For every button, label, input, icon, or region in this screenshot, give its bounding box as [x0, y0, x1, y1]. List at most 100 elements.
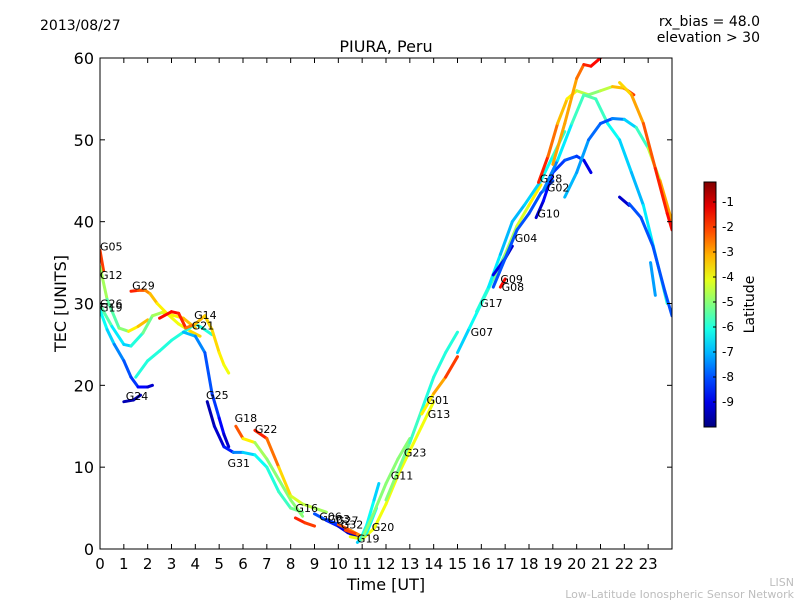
x-tick-label: 2: [143, 555, 153, 573]
series-label-g16: G16: [295, 502, 318, 515]
series-segment-G04: [527, 191, 543, 215]
series-segment-G06: [313, 512, 328, 522]
series-segment-unlabeled-32: [587, 121, 602, 142]
series-segment-G03: [324, 518, 340, 526]
series-label-g31: G31: [228, 457, 251, 470]
series-segment-G26: [150, 311, 164, 318]
series-segment-G07: [515, 203, 531, 228]
series-segment-G17: [510, 203, 526, 224]
series-segment-G20: [358, 522, 369, 543]
series-segment-unlabeled-31: [551, 121, 567, 166]
series-segment-G23: [444, 330, 459, 355]
series-label-g14: G14: [194, 309, 217, 322]
colorbar-tick-label: -6: [722, 320, 734, 334]
series-segment-G29: [189, 329, 202, 338]
elevation-label: elevation > 30: [656, 30, 760, 46]
series-segment-G28: [537, 154, 550, 184]
series-label-g24: G24: [126, 390, 149, 403]
series-segment-G02: [629, 171, 645, 207]
series-segment-G21: [217, 351, 226, 367]
series-segment-G23: [408, 408, 424, 445]
series-segment-G20: [365, 498, 376, 526]
series-segment-G16: [293, 516, 307, 525]
series-segment-G19: [112, 342, 126, 363]
series-label-g21: G21: [192, 320, 215, 333]
series-segment-G14: [170, 330, 185, 342]
series-label-g09: G09: [500, 273, 523, 286]
colorbar-tick-label: -8: [722, 370, 734, 384]
series-segment-G28: [556, 97, 569, 125]
series-segment-G21: [210, 328, 221, 355]
series-label-g20: G20: [372, 521, 395, 534]
series-segment-G10: [563, 154, 579, 162]
x-tick-label: 20: [567, 555, 586, 573]
series-label-g19: G19: [100, 302, 123, 315]
series-segment-G12: [136, 318, 150, 328]
series-segment-G22: [265, 437, 281, 469]
series-label-g32: G32: [341, 519, 364, 532]
series-segment-G24: [131, 393, 143, 402]
series-segment-G24: [122, 398, 135, 404]
plot-frame: [99, 57, 673, 550]
series-segment-G25: [181, 330, 197, 338]
series-segment-G12: [100, 265, 109, 301]
series-segment-unlabeled-32: [622, 117, 638, 130]
rx-bias-label: rx_bias = 48.0: [658, 14, 760, 30]
series-segment-G19: [105, 328, 116, 346]
y-tick-label: 20: [74, 376, 94, 395]
series-segment-G21: [158, 310, 173, 320]
series-segment-G28: [610, 85, 626, 90]
y-tick-label: 0: [84, 540, 94, 559]
series-segment-G18: [277, 477, 293, 502]
series-segment-G31: [265, 465, 281, 494]
series-segment-G14: [134, 359, 150, 379]
series-segment-G19: [129, 375, 140, 389]
series-segment-G07: [503, 224, 519, 256]
series-segment-G11: [372, 482, 388, 514]
series-segment-unlabeled-32: [599, 117, 614, 125]
series-segment-G02: [582, 93, 598, 101]
series-segment-G25: [203, 351, 214, 396]
x-tick-label: 6: [238, 555, 248, 573]
series-segment-G19: [100, 308, 109, 332]
x-tick-label: 7: [262, 555, 272, 573]
series-segment-G02: [541, 158, 560, 193]
series-segment-G05: [100, 248, 106, 273]
x-tick-label: 13: [400, 555, 419, 573]
series-label-g18: G18: [235, 412, 258, 425]
series-segment-G02: [594, 97, 610, 125]
series-segment-G31: [212, 424, 226, 449]
series-segment-G12: [105, 297, 121, 330]
series-segment-G21: [177, 311, 188, 330]
series-segment-G25: [217, 416, 226, 436]
watermark-lisn: LISN: [769, 576, 794, 589]
series-segment-G32: [343, 528, 359, 536]
series-segment-G13: [420, 400, 436, 428]
series-segment-G10: [541, 171, 555, 203]
series-segment-G02: [556, 121, 574, 162]
series-segment-unlabeled-36: [649, 261, 657, 297]
series-segment-G18: [289, 498, 305, 518]
series-segment-G17: [539, 154, 555, 183]
series-segment-G25: [210, 392, 221, 420]
series-label-g27: G27: [336, 514, 359, 527]
series-segment-G04: [491, 256, 507, 289]
series-label-g17: G17: [480, 297, 503, 310]
series-segment-G21: [222, 363, 231, 375]
series-segment-unlabeled-35: [639, 216, 655, 248]
series-segment-G16: [303, 521, 316, 528]
y-tick-label: 30: [74, 295, 94, 314]
series-segment-G01: [444, 355, 459, 379]
series-segment-G21: [184, 322, 197, 330]
series-segment-unlabeled-31: [563, 76, 579, 125]
series-segment-G14: [200, 326, 214, 337]
series-segment-G26: [100, 303, 114, 328]
x-tick-label: 3: [167, 555, 177, 573]
x-tick-label: 1: [119, 555, 129, 573]
x-tick-label: 0: [95, 555, 105, 573]
series-segment-G23: [420, 375, 436, 412]
series-segment-G12: [127, 324, 140, 333]
series-segment-G11: [396, 437, 412, 461]
y-tick-label: 10: [74, 458, 94, 477]
